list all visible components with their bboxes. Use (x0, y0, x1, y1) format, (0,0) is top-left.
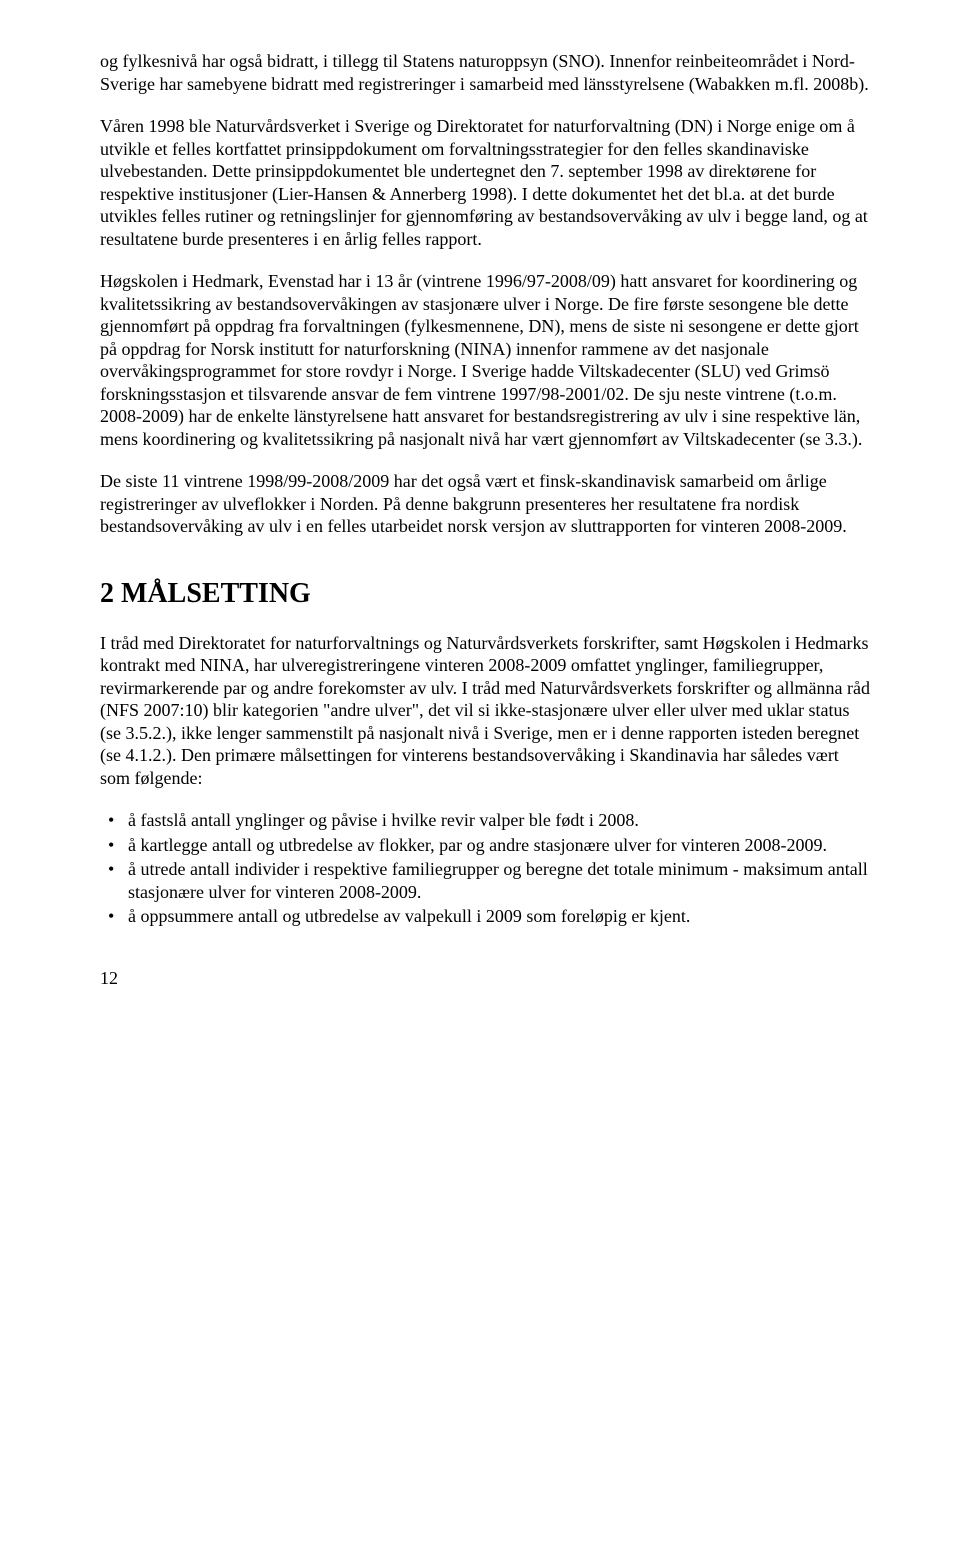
paragraph-3: Høgskolen i Hedmark, Evenstad har i 13 å… (100, 270, 870, 450)
document-page: og fylkesnivå har også bidratt, i tilleg… (0, 0, 960, 1029)
page-number: 12 (100, 968, 870, 989)
paragraph-5: I tråd med Direktoratet for naturforvalt… (100, 632, 870, 790)
paragraph-4: De siste 11 vintrene 1998/99-2008/2009 h… (100, 470, 870, 538)
bullet-item: å kartlegge antall og utbredelse av flok… (100, 834, 870, 857)
bullet-item: å utrede antall individer i respektive f… (100, 858, 870, 903)
bullet-item: å fastslå antall ynglinger og påvise i h… (100, 809, 870, 832)
paragraph-2: Våren 1998 ble Naturvårdsverket i Sverig… (100, 115, 870, 250)
bullet-list: å fastslå antall ynglinger og påvise i h… (100, 809, 870, 928)
paragraph-1: og fylkesnivå har også bidratt, i tilleg… (100, 50, 870, 95)
section-heading: 2 MÅLSETTING (100, 578, 870, 610)
bullet-item: å oppsummere antall og utbredelse av val… (100, 905, 870, 928)
